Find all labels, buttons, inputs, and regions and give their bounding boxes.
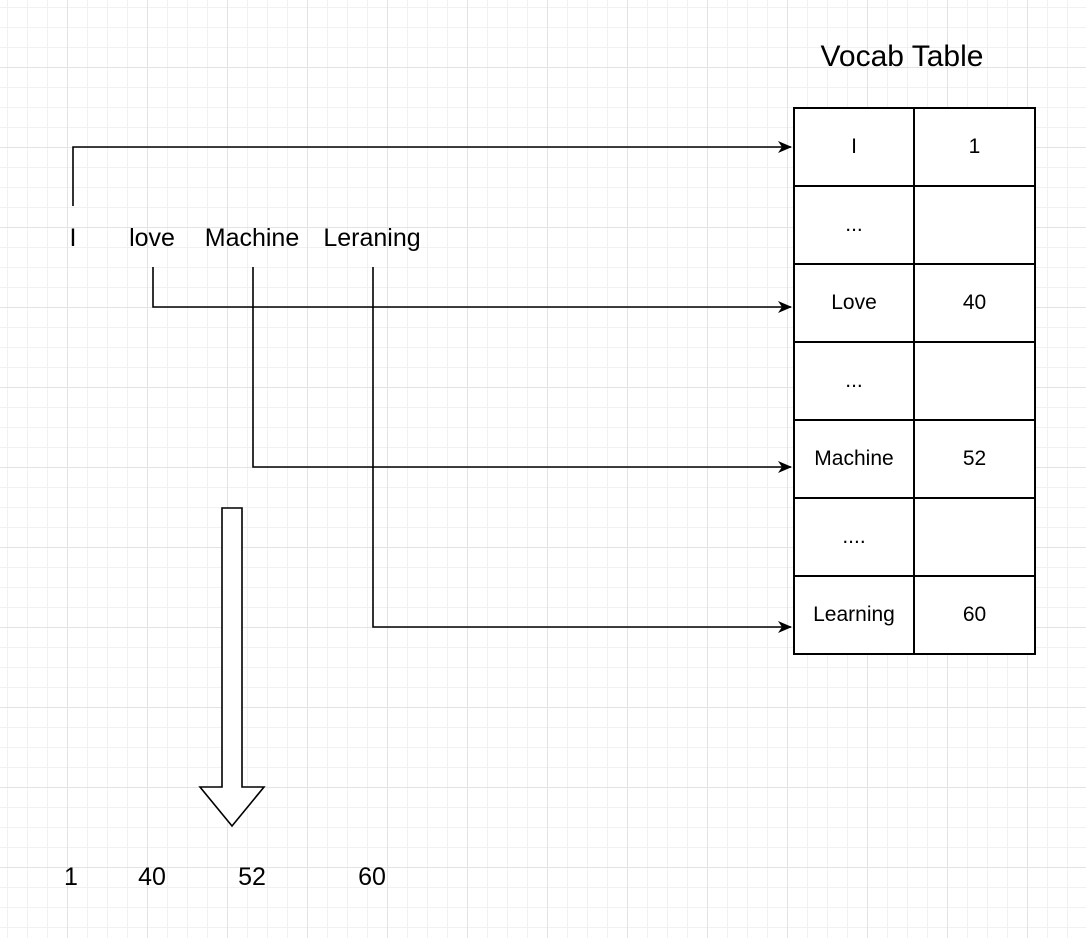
- token-machine: Machine: [204, 224, 300, 252]
- vocab-row: Learning 60: [793, 575, 1036, 655]
- vocab-word-cell: ...: [793, 185, 915, 265]
- vocab-id-cell: 1: [913, 107, 1036, 187]
- connector-i-to-row-i: [72, 141, 792, 206]
- vocab-word-cell: ....: [793, 497, 915, 577]
- vocab-word-cell: ...: [793, 341, 915, 421]
- connector-leraning-to-row-learning: [372, 267, 792, 633]
- vocab-row: ....: [793, 497, 1036, 577]
- output-id: 52: [238, 863, 266, 891]
- vocab-row: Love 40: [793, 263, 1036, 343]
- token-love: love: [129, 224, 175, 252]
- connector-machine-to-row-machine: [252, 267, 792, 473]
- big-down-arrow: [198, 507, 266, 828]
- vocab-id-cell: [913, 497, 1036, 577]
- output-id: 1: [64, 863, 78, 891]
- vocab-id-cell: [913, 185, 1036, 265]
- vocab-word-cell: I: [793, 107, 915, 187]
- output-id: 40: [138, 863, 166, 891]
- vocab-table-title: Vocab Table: [820, 40, 984, 73]
- output-id: 60: [358, 863, 386, 891]
- connector-love-to-row-love: [152, 267, 792, 313]
- vocab-row: ...: [793, 341, 1036, 421]
- token-i: I: [69, 224, 77, 252]
- vocab-row: I 1: [793, 107, 1036, 187]
- vocab-id-cell: 52: [913, 419, 1036, 499]
- vocab-id-cell: 60: [913, 575, 1036, 655]
- vocab-id-cell: 40: [913, 263, 1036, 343]
- vocab-row: Machine 52: [793, 419, 1036, 499]
- vocab-table: I 1 ... Love 40 ... Machine 52 .... Lear…: [793, 107, 1036, 655]
- vocab-word-cell: Learning: [793, 575, 915, 655]
- token-leraning: Leraning: [323, 224, 421, 252]
- vocab-word-cell: Love: [793, 263, 915, 343]
- vocab-row: ...: [793, 185, 1036, 265]
- vocab-word-cell: Machine: [793, 419, 915, 499]
- vocab-id-cell: [913, 341, 1036, 421]
